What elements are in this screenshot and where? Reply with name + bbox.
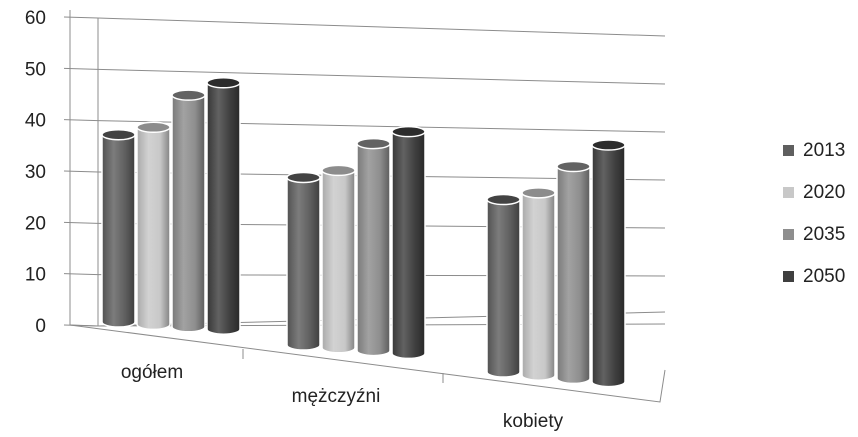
tick-connector <box>63 324 99 327</box>
bar-body <box>591 144 626 388</box>
legend-label: 2013 <box>803 140 845 161</box>
legend-label: 2050 <box>803 266 845 287</box>
front-floor-edge <box>69 324 666 403</box>
bar-top <box>391 125 426 138</box>
y-tick-label: 30 <box>25 162 46 183</box>
bar-top <box>591 139 626 151</box>
legend-swatch <box>783 145 794 156</box>
legend-swatch <box>783 229 794 240</box>
y-axis-ticks: 0 10 20 30 40 50 60 <box>25 8 46 337</box>
bar-body <box>286 176 321 351</box>
bar-body <box>136 126 171 331</box>
x-axis-categories: ogółem mężczyźni kobiety <box>121 349 564 432</box>
legend-item-2013: 2013 <box>783 140 845 161</box>
x-category-label: kobiety <box>503 411 564 432</box>
bar-top <box>356 137 391 150</box>
legend-item-2050: 2050 <box>783 266 845 287</box>
tick-connector <box>63 67 99 70</box>
y-tick-label: 60 <box>25 8 46 29</box>
tick-connector <box>63 221 99 224</box>
legend-item-2035: 2035 <box>783 224 845 245</box>
bar-top <box>486 193 521 206</box>
bar-top <box>171 89 206 101</box>
legend-swatch <box>783 187 794 198</box>
gridline <box>97 17 666 37</box>
bar-body <box>206 82 241 335</box>
tick-connector <box>63 16 99 19</box>
bar-kobiety-2035 <box>556 160 591 385</box>
bar-body <box>356 142 391 357</box>
bar-mężczyźni-2050 <box>391 125 426 360</box>
tick-connector <box>63 170 99 173</box>
bar-body <box>556 165 591 385</box>
bar-body <box>521 192 556 381</box>
bar-top <box>101 128 136 141</box>
legend-label: 2035 <box>803 224 845 245</box>
bar-body <box>486 198 521 378</box>
bar-top <box>321 164 356 177</box>
tick-connector <box>63 119 99 122</box>
bar-mężczyźni-2013 <box>286 171 321 351</box>
bar-ogółem-2013 <box>101 128 136 328</box>
x-category-label: mężczyźni <box>292 386 381 407</box>
y-tick-label: 10 <box>25 265 46 286</box>
bar-kobiety-2013 <box>486 193 521 378</box>
bar-ogółem-2020 <box>136 121 171 331</box>
tick-connector <box>63 273 99 276</box>
bar-ogółem-2035 <box>171 89 206 333</box>
y-tick-label: 20 <box>25 213 46 234</box>
bars <box>101 77 626 388</box>
legend: 2013 2020 2035 2050 <box>783 140 845 287</box>
bar-kobiety-2020 <box>521 187 556 381</box>
bar-mężczyźni-2035 <box>356 137 391 357</box>
bar-body <box>101 133 136 328</box>
bar-body <box>321 169 356 354</box>
y-tick-label: 50 <box>25 59 46 80</box>
y-tick-label: 0 <box>35 316 46 337</box>
legend-item-2020: 2020 <box>783 182 845 203</box>
bar-top <box>136 121 171 134</box>
legend-swatch <box>783 271 794 282</box>
bar-top <box>286 171 321 184</box>
bar-body <box>391 130 426 360</box>
bar-body <box>171 94 206 333</box>
bar-kobiety-2050 <box>591 139 626 388</box>
gridline <box>97 68 666 85</box>
bar-top <box>556 160 591 173</box>
x-category-label: ogółem <box>121 362 183 383</box>
bar-ogółem-2050 <box>206 77 241 335</box>
bar-top <box>206 77 241 89</box>
y-tick-label: 40 <box>25 111 46 132</box>
bar-top <box>521 187 556 199</box>
legend-label: 2020 <box>803 182 845 203</box>
bar-mężczyźni-2020 <box>321 164 356 354</box>
